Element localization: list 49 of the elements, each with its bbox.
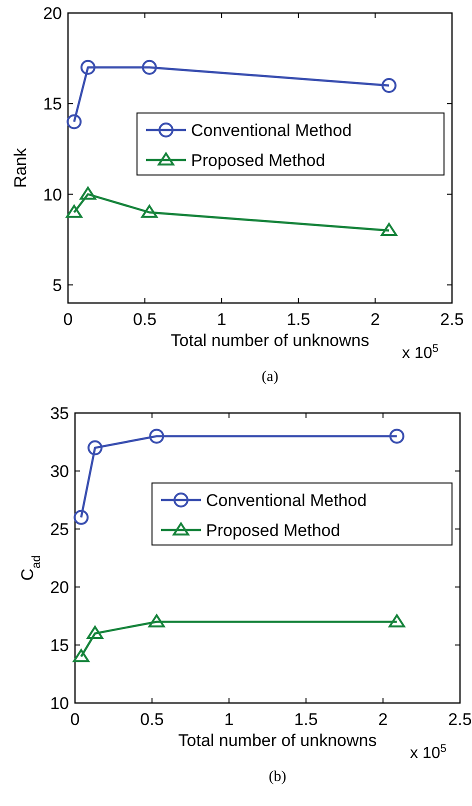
x-tick-label: 0.5 — [132, 310, 157, 329]
y-tick-label: 15 — [43, 94, 62, 114]
text: x 10$^{5}$ — [410, 743, 446, 762]
y-tick-label: 20 — [50, 578, 69, 597]
x-tick-label: 1.5 — [294, 710, 318, 729]
x-axis-title: Total number of unknowns — [170, 331, 370, 350]
legend-label: Proposed Method — [191, 151, 326, 170]
legend-label: Proposed Method — [206, 521, 340, 540]
x-tick-label: 1.5 — [286, 310, 310, 329]
point — [88, 440, 103, 456]
point — [149, 428, 164, 444]
text: x 10$^{5}$ — [402, 343, 438, 362]
point — [148, 614, 165, 628]
y-tick-label: 35 — [50, 404, 69, 423]
y-tick-label: 15 — [50, 636, 69, 655]
point — [86, 626, 104, 639]
y-axis-title: Rank — [11, 148, 30, 188]
point — [388, 614, 406, 628]
point — [66, 204, 82, 218]
x-tick-label: 2.5 — [448, 710, 472, 729]
point — [389, 428, 404, 444]
y-tick-label: 25 — [50, 520, 69, 539]
point — [66, 114, 82, 130]
point — [80, 186, 96, 200]
text: (a) — [262, 369, 278, 385]
point — [141, 204, 158, 218]
point — [73, 649, 90, 662]
x-tick-label: 2 — [370, 310, 380, 329]
text: (b) — [268, 769, 286, 785]
x-tick-label: 2 — [378, 710, 388, 729]
x-axis-title: Total number of unknowns — [178, 731, 377, 750]
y-tick-label: 10 — [43, 185, 62, 204]
point — [74, 510, 89, 525]
point — [142, 60, 157, 75]
y-tick-label: 10 — [50, 694, 69, 713]
point — [382, 78, 397, 93]
x-tick-label: 1 — [216, 310, 226, 329]
x-tick-label: 2.5 — [440, 310, 464, 329]
legend-label: Conventional Method — [206, 491, 367, 510]
y-tick-label: 30 — [50, 462, 69, 481]
point — [380, 223, 398, 236]
x-tick-label: 0 — [63, 310, 73, 329]
y-tick-label: 20 — [43, 4, 62, 23]
x-tick-label: 0 — [70, 710, 80, 729]
x-tick-label: 1 — [224, 710, 234, 729]
point — [80, 60, 96, 75]
legend-label: Conventional Method — [191, 121, 352, 140]
x-tick-label: 0.5 — [140, 710, 164, 729]
y-tick-label: 5 — [52, 276, 62, 295]
